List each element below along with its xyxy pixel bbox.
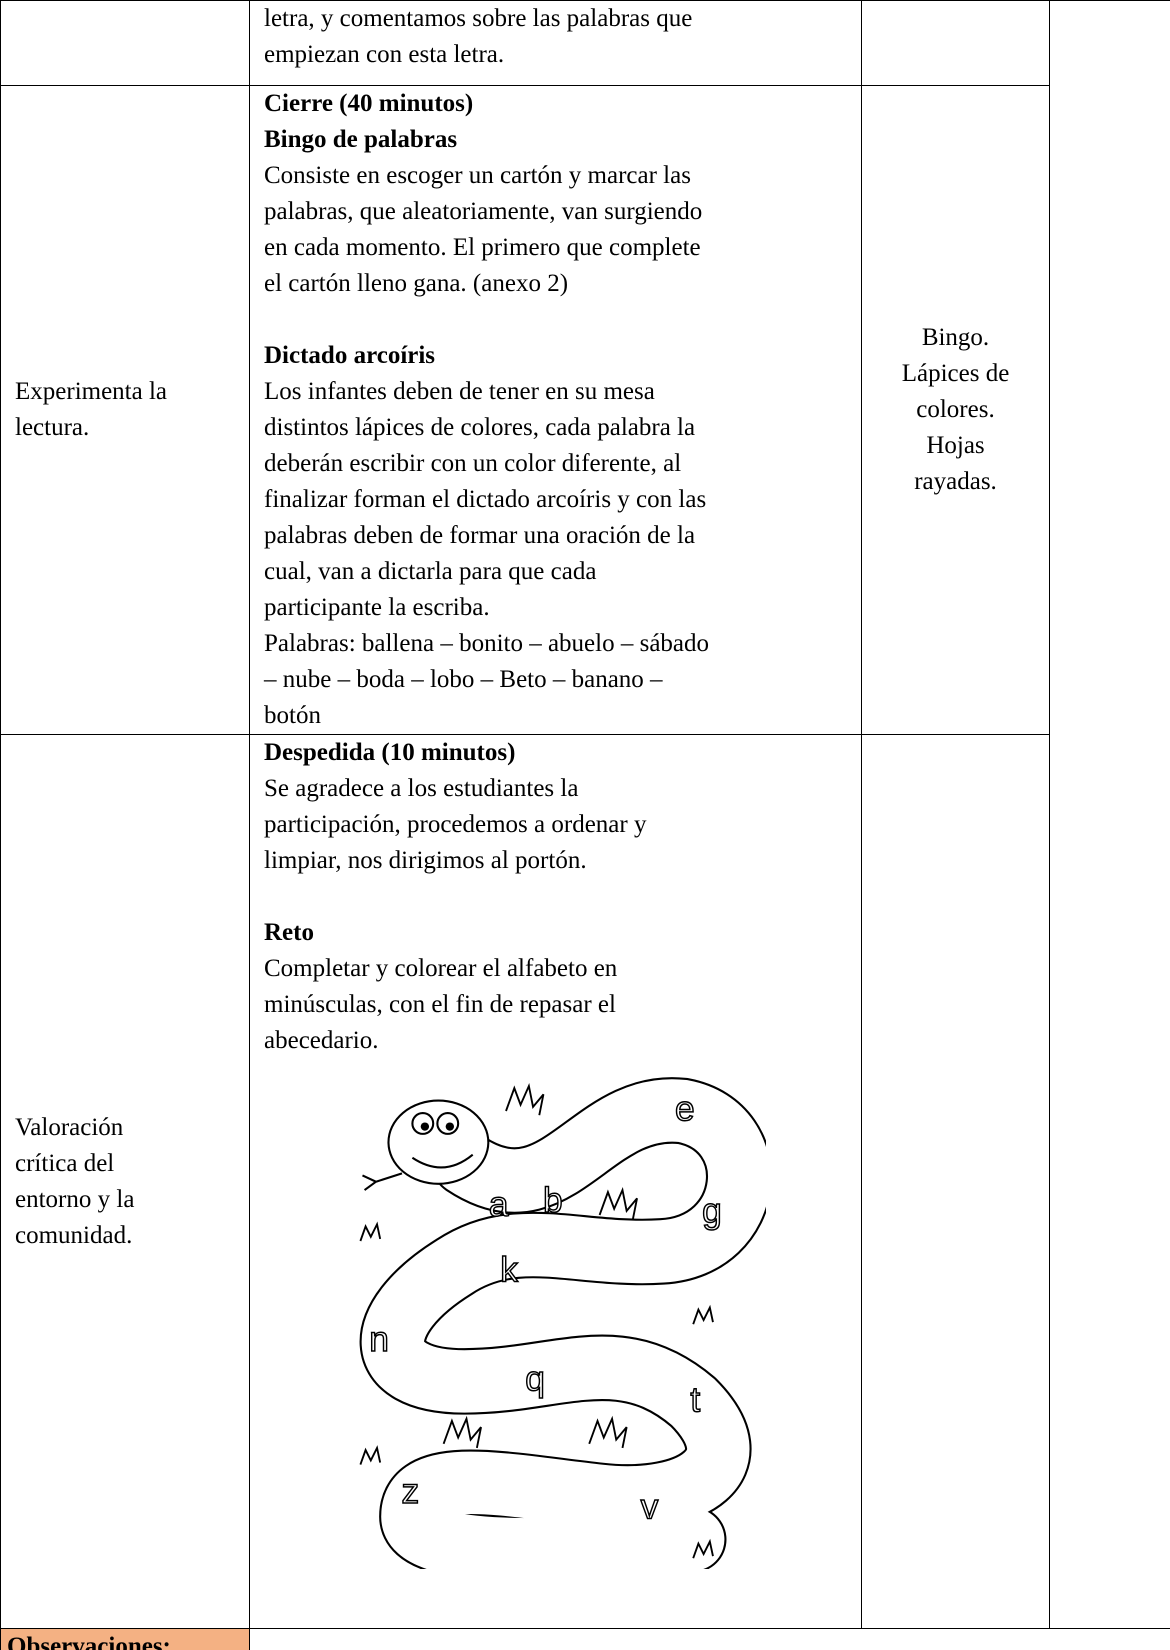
text-line: Los infantes deben de tener en su mesa [264, 378, 655, 405]
snake-letter: n [369, 1320, 389, 1359]
resources-cell [861, 0, 1050, 86]
text-line: finalizar forman el dictado arcoíris y c… [264, 486, 707, 513]
snake-letter: b [543, 1181, 563, 1220]
resource-line: rayadas. [914, 468, 997, 495]
text-line: el cartón lleno gana. (anexo 2) [264, 270, 569, 297]
section-heading: Reto [264, 919, 314, 946]
text-line: distintos lápices de colores, cada palab… [264, 414, 696, 441]
text-line: botón [264, 702, 321, 729]
text-line: deberán escribir con un color diferente,… [264, 450, 682, 477]
extra-cell [1049, 0, 1170, 1629]
text-line: cual, van a dictarla para que cada [264, 558, 597, 585]
observations-cell [249, 1628, 1170, 1650]
snake-letter: v [641, 1488, 659, 1527]
activity-section: letra, y comentamos sobre las palabras q… [264, 1, 849, 73]
text-line: Consiste en escoger un cartón y marcar l… [264, 162, 691, 189]
snake-letter: g [702, 1191, 722, 1230]
resource-line: Bingo. [921, 324, 990, 351]
section-heading: Dictado arcoíris [264, 342, 436, 369]
text-line: en cada momento. El primero que complete [264, 234, 701, 261]
section-heading: Cierre (40 minutos) [264, 90, 474, 117]
row: Experimenta la lectura. Cierre (40 minuto… [0, 85, 1170, 735]
text-line: participante la escriba. [264, 594, 490, 621]
text-line: Se agradece a los estudiantes la [264, 775, 579, 802]
competence-line: comunidad. [15, 1221, 133, 1249]
row: Observaciones: [0, 1628, 1170, 1650]
text-line: Palabras: ballena – bonito – abuelo – sá… [264, 630, 710, 657]
observations-label-cell: Observaciones: [0, 1628, 250, 1650]
activity-cell: letra, y comentamos sobre las palabras q… [249, 0, 862, 86]
activity-section: Despedida (10 minutos) Se agradece a los … [264, 735, 849, 879]
activity-cell: Cierre (40 minutos) Bingo de palabras Cons… [249, 85, 862, 735]
text-line: letra, y comentamos sobre las palabras q… [264, 5, 693, 32]
activity-section: Reto Completar y colorear el alfabeto en m… [264, 915, 849, 1059]
competence-cell [0, 0, 250, 86]
competence-cell: Valoración crítica del entorno y la comunid… [0, 734, 250, 1629]
text-line: abecedario. [264, 1027, 379, 1054]
resource-line: Lápices de [901, 360, 1010, 387]
resource-line: colores. [916, 396, 995, 423]
competence-line: crítica del [15, 1149, 115, 1177]
activity-cell: Despedida (10 minutos) Se agradece a los … [249, 734, 862, 1629]
section-heading: Despedida (10 minutos) [264, 739, 516, 766]
snake-letter: q [525, 1360, 545, 1399]
text-line: empiezan con esta letra. [264, 41, 505, 68]
competence-line: lectura. [15, 414, 90, 441]
resources-cell [861, 734, 1050, 1629]
text-line: limpiar, nos dirigimos al portón. [264, 847, 587, 874]
text-line: – nube – boda – lobo – Beto – banano – [264, 666, 663, 693]
snake-letter: a [489, 1185, 509, 1224]
resource-line: Hojas [926, 432, 985, 459]
snake-letter: t [690, 1381, 700, 1420]
snake-letter: e [675, 1089, 695, 1128]
competence-line: Valoración [15, 1113, 124, 1141]
observations-label: Observaciones: [7, 1633, 171, 1650]
snake-letter: k [500, 1251, 518, 1290]
text-line: Completar y colorear el alfabeto en [264, 955, 618, 982]
competence-line: Experimenta la [15, 378, 168, 405]
snake-illustration: e a b g k n q t z v [359, 1077, 766, 1569]
text-line: participación, procedemos a ordenar y [264, 811, 647, 838]
section-heading: Bingo de palabras [264, 126, 458, 153]
text-line: palabras, que aleatoriamente, van surgie… [264, 198, 703, 225]
resources-cell: Bingo. Lápices de colores. Hojas rayadas. [861, 85, 1050, 735]
text-line: palabras deben de formar una oración de … [264, 522, 696, 549]
activity-section: Dictado arcoíris Los infantes deben de te… [264, 338, 849, 734]
competence-cell: Experimenta la lectura. [0, 85, 250, 735]
competence-line: entorno y la [15, 1185, 135, 1213]
snake-letter: z [401, 1472, 419, 1511]
text-line: minúsculas, con el fin de repasar el [264, 991, 616, 1018]
row: Valoración crítica del entorno y la comunid… [0, 734, 1170, 1629]
activity-section: Cierre (40 minutos) Bingo de palabras Cons… [264, 86, 849, 302]
